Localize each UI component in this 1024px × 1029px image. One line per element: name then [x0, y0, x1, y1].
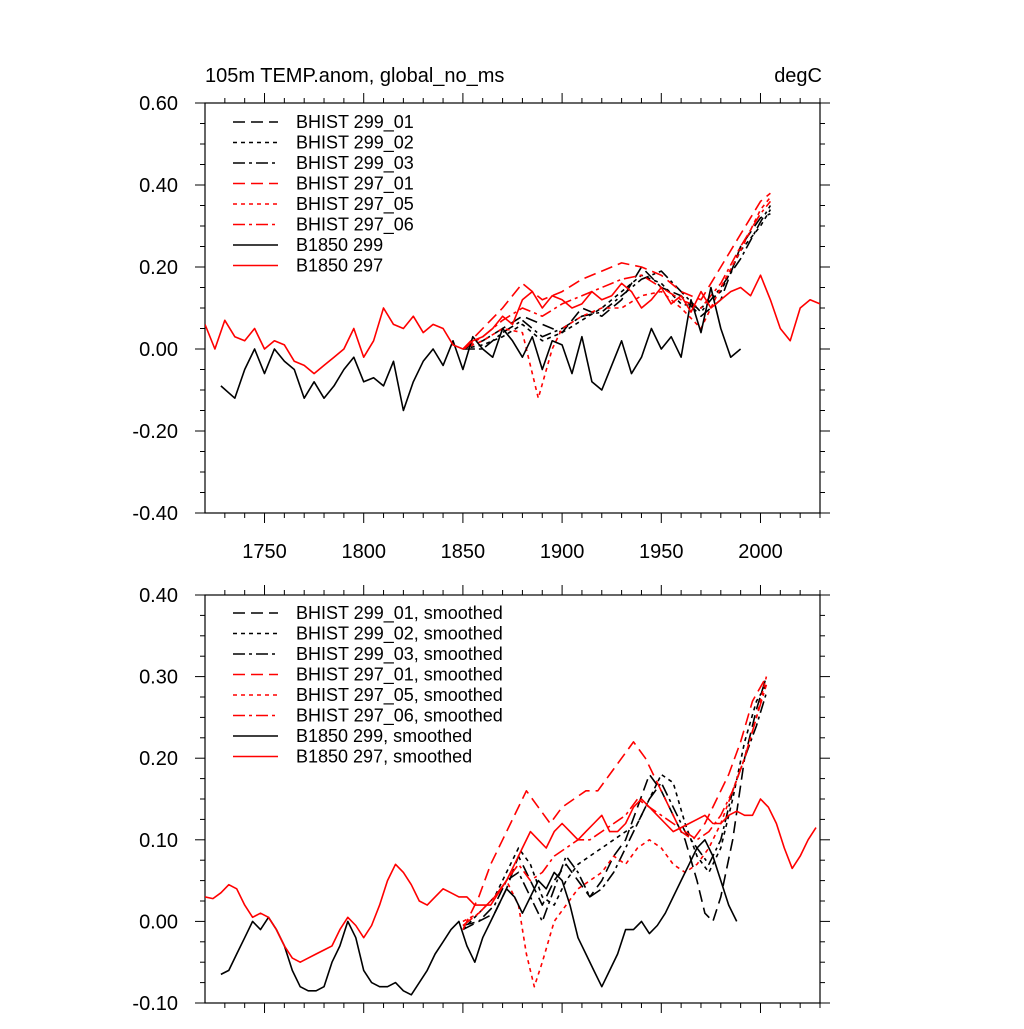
y-tick-label: 0.20 [139, 257, 178, 279]
y-tick-label: -0.40 [132, 503, 178, 525]
series-line-bhist-297-05-smoothed [462, 676, 768, 988]
y-tick-label: 0.40 [139, 585, 178, 607]
x-tick-label: 1900 [540, 541, 585, 563]
legend-label: BHIST 297_01 [296, 174, 414, 195]
legend-label: BHIST 299_02 [296, 133, 414, 154]
series-group [205, 192, 820, 412]
panel-top-units: degC [774, 65, 822, 87]
legend-label: BHIST 297_05, smoothed [296, 685, 503, 706]
legend-label: BHIST 297_06, smoothed [296, 706, 503, 727]
series-line-b1850-297-smoothed [205, 798, 817, 964]
legend-label: B1850 299, smoothed [296, 726, 472, 746]
legend-label: BHIST 299_03 [296, 153, 414, 174]
series-line-bhist-297-01 [462, 192, 771, 350]
legend-label: BHIST 299_02, smoothed [296, 624, 503, 645]
series-line-bhist-297-01-smoothed [462, 676, 768, 930]
series-group [205, 676, 817, 996]
y-tick-label: 0.40 [139, 175, 178, 197]
x-tick-label: 1800 [341, 541, 386, 563]
legend-label: B1850 297, smoothed [296, 747, 472, 767]
y-tick-label: 0.20 [139, 748, 178, 770]
series-line-bhist-299-03 [462, 205, 772, 350]
legend-label: BHIST 299_01 [296, 112, 414, 133]
x-tick-label: 1750 [242, 541, 287, 563]
legend-label: BHIST 297_06 [296, 215, 414, 236]
y-tick-label: 0.00 [139, 911, 178, 933]
panel-top: 105m TEMP.anom, global_no_ms degC 1750 18… [132, 65, 830, 563]
series-line-b1850-297 [205, 274, 820, 375]
x-tick-label: 1950 [639, 541, 684, 563]
series-line-bhist-297-06 [462, 200, 772, 350]
series-line-bhist-299-02-smoothed [462, 684, 768, 931]
series-line-bhist-299-01 [462, 212, 771, 350]
legend-label: B1850 299 [296, 235, 383, 255]
legend-label: BHIST 299_01, smoothed [296, 603, 503, 624]
y-tick-label: -0.10 [132, 993, 178, 1015]
legend-label: BHIST 299_03, smoothed [296, 644, 503, 665]
legend-label: BHIST 297_01, smoothed [296, 665, 503, 686]
panel-top-title: 105m TEMP.anom, global_no_ms [205, 65, 504, 87]
x-tick-label: 2000 [738, 541, 783, 563]
legend-label: B1850 297 [296, 256, 383, 276]
x-tick-label: 1850 [441, 541, 486, 563]
y-tick-label: -0.20 [132, 421, 178, 443]
y-tick-label: 0.00 [139, 339, 178, 361]
series-line-bhist-299-01-smoothed [462, 676, 768, 931]
y-tick-label: 0.30 [139, 667, 178, 689]
panel-bottom: -0.10 0.00 0.10 0.20 0.30 0.40 BHIST 299_01, s… [132, 585, 830, 1015]
series-line-b1850-299-smoothed [220, 838, 738, 996]
y-tick-label: 0.60 [139, 93, 178, 115]
series-line-b1850-299 [220, 286, 742, 412]
legend-label: BHIST 297_05 [296, 194, 414, 215]
series-line-bhist-297-06-smoothed [462, 684, 768, 927]
y-tick-label: 0.10 [139, 830, 178, 852]
